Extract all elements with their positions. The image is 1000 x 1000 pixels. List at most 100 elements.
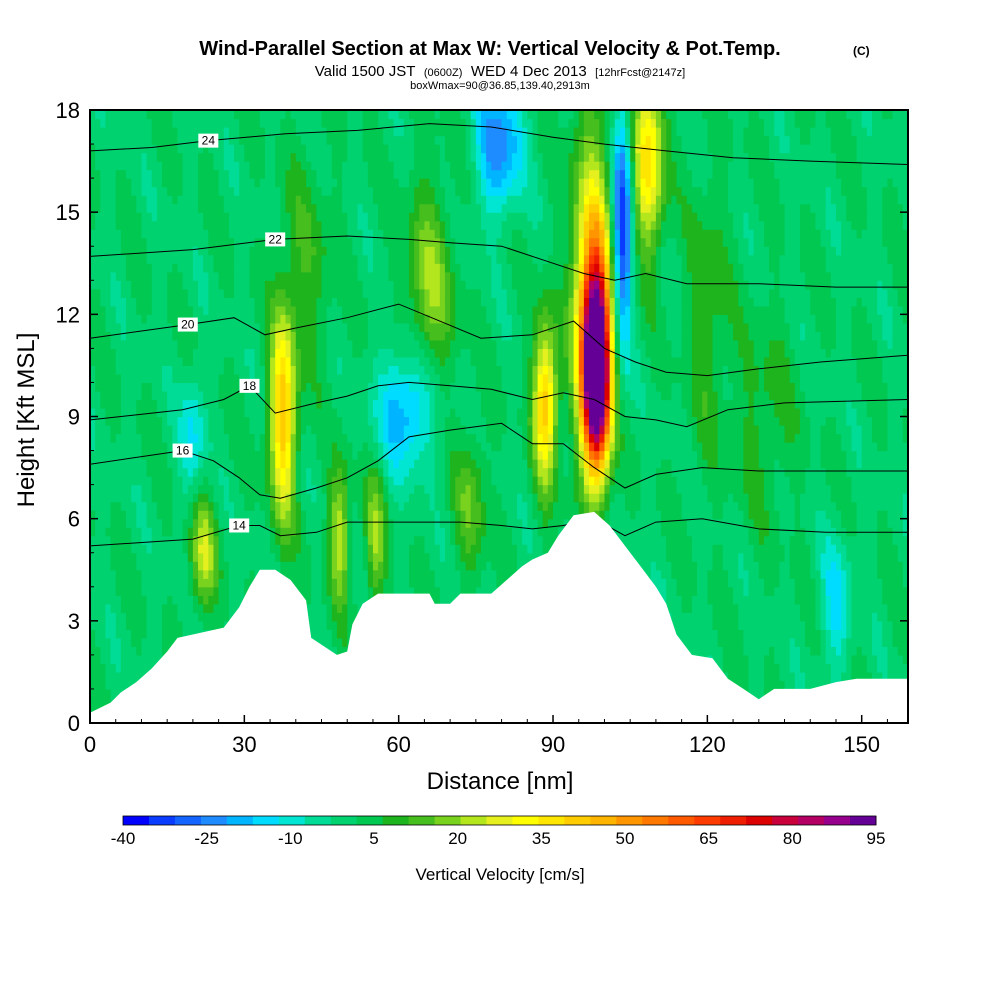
field-cell [738, 612, 744, 622]
field-cell [578, 484, 585, 494]
field-cell [671, 476, 678, 486]
field-cell [408, 510, 415, 520]
field-cell [321, 450, 328, 460]
field-cell [851, 493, 858, 503]
field-cell [635, 459, 642, 469]
field-cell [115, 688, 122, 699]
field-cell [470, 527, 477, 537]
field-cell [727, 663, 734, 673]
field-cell [784, 671, 791, 682]
field-cell [156, 578, 163, 588]
field-cell [115, 450, 122, 460]
field-cell [352, 484, 359, 494]
field-cell [434, 586, 441, 596]
field-cell [805, 569, 811, 579]
field-cell [162, 595, 168, 605]
field-cell [480, 493, 487, 503]
field-cell [810, 663, 816, 673]
field-cell [434, 561, 441, 571]
field-cell [450, 586, 456, 596]
field-cell [691, 595, 698, 605]
field-cell [167, 484, 173, 494]
field-cell [686, 518, 693, 528]
field-cell [480, 552, 487, 562]
field-cell [882, 671, 889, 682]
field-cell [511, 476, 518, 486]
field-cell [835, 544, 842, 554]
field-cell [444, 510, 451, 520]
field-cell [491, 510, 498, 520]
field-cell [784, 501, 791, 511]
field-cell [151, 578, 158, 588]
field-cell [871, 535, 878, 545]
field-cell [357, 586, 364, 596]
field-cell [774, 654, 780, 664]
field-cell [748, 578, 755, 588]
field-cell [213, 501, 220, 511]
field-cell [774, 493, 780, 503]
field-cell [234, 535, 240, 545]
field-cell [455, 578, 462, 588]
field-cell [655, 578, 662, 588]
field-cell [866, 535, 873, 545]
field-cell [151, 501, 158, 511]
field-cell [177, 484, 184, 494]
field-cell [882, 637, 889, 647]
field-cell [892, 646, 899, 656]
field-cell [151, 586, 158, 596]
field-cell [635, 544, 642, 554]
field-cell [285, 544, 292, 554]
field-cell [712, 637, 719, 647]
field-cell [223, 476, 230, 486]
field-cell [630, 467, 636, 477]
field-cell [712, 552, 719, 562]
field-cell [856, 663, 863, 673]
field-cell [460, 510, 467, 520]
field-cell [280, 476, 287, 486]
field-cell [290, 484, 297, 494]
field-cell [686, 637, 693, 647]
field-cell [131, 501, 137, 511]
field-cell [820, 510, 827, 520]
field-cell [475, 459, 482, 469]
field-cell [388, 544, 395, 554]
field-cell [90, 569, 96, 579]
field-cell [866, 459, 873, 469]
field-cell [784, 510, 791, 520]
field-cell [835, 637, 842, 647]
field-cell [424, 510, 431, 520]
field-cell [650, 501, 657, 511]
field-cell [450, 561, 456, 571]
field-cell [162, 620, 168, 630]
field-cell [686, 527, 693, 537]
chart-subtitle2: boxWmax=90@36.85,139.40,2913m [410, 80, 590, 92]
field-cell [758, 467, 765, 477]
field-cell [625, 484, 631, 494]
field-cell [691, 603, 698, 613]
field-cell [568, 484, 575, 494]
field-cell [331, 544, 338, 554]
field-cell [877, 561, 883, 571]
field-cell [126, 612, 132, 622]
field-cell [311, 561, 317, 571]
field-cell [156, 484, 163, 494]
field-cell [316, 518, 323, 528]
field-cell [794, 603, 801, 613]
field-cell [167, 493, 173, 503]
field-cell [686, 646, 693, 656]
field-cell [635, 484, 642, 494]
field-cell [805, 510, 811, 520]
field-cell [815, 671, 822, 682]
field-cell [511, 467, 518, 477]
field-cell [198, 561, 204, 571]
field-cell [311, 527, 317, 537]
field-cell [259, 459, 266, 469]
field-cell [455, 459, 462, 469]
field-cell [100, 595, 107, 605]
field-cell [331, 637, 338, 647]
field-cell [115, 501, 122, 511]
field-cell [280, 501, 287, 511]
field-cell [239, 544, 245, 554]
field-cell [871, 612, 878, 622]
field-cell [825, 595, 832, 605]
